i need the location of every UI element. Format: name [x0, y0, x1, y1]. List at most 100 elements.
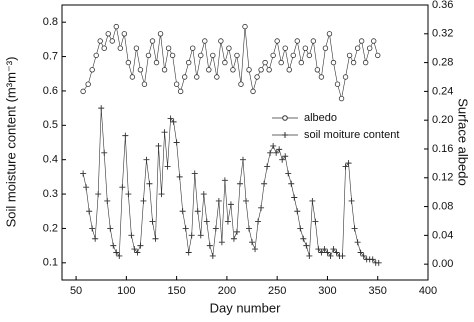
albedo-marker	[198, 52, 204, 59]
x-tick-label: 150	[167, 285, 185, 297]
y-tick-label: 0.2	[43, 222, 58, 234]
moisture-marker	[360, 252, 367, 259]
moisture-marker	[158, 191, 165, 198]
x-tick-label: 350	[369, 285, 387, 297]
moisture-marker	[170, 118, 177, 125]
albedo-marker	[306, 52, 313, 59]
albedo-marker	[210, 52, 216, 59]
moisture-marker	[333, 249, 340, 256]
albedo-marker	[342, 74, 349, 80]
moisture-marker	[246, 225, 253, 232]
albedo-marker	[350, 59, 357, 66]
y2-tick-label: 0.16	[432, 143, 453, 155]
albedo-marker	[157, 31, 164, 37]
y-tick-label: 0.1	[43, 257, 58, 269]
y-tick-label: 0.6	[43, 85, 58, 97]
albedo-marker	[145, 52, 152, 59]
x-tick-label: 50	[70, 285, 82, 297]
moisture-marker	[188, 232, 195, 239]
y-tick-label: 0.5	[43, 119, 58, 131]
albedo-marker	[250, 88, 256, 95]
albedo-marker	[294, 38, 300, 44]
moisture-marker	[125, 191, 132, 198]
moisture-marker	[270, 142, 277, 149]
moisture-marker	[258, 204, 265, 211]
albedo-marker	[181, 74, 188, 80]
moisture-marker	[203, 218, 210, 225]
albedo-marker	[375, 52, 381, 59]
albedo-marker	[137, 67, 144, 73]
albedo-marker	[322, 45, 329, 51]
y2-tick-label: 0.36	[432, 0, 453, 11]
moisture-marker	[86, 208, 93, 215]
moisture-marker	[113, 249, 120, 256]
albedo-marker	[109, 38, 115, 44]
albedo-marker	[266, 67, 272, 73]
albedo-marker	[278, 59, 284, 66]
moisture-marker	[261, 180, 268, 187]
moisture-marker	[351, 225, 358, 232]
moisture-marker	[300, 235, 307, 242]
moisture-marker	[161, 129, 168, 136]
albedo-marker	[121, 31, 128, 37]
moisture-marker	[348, 197, 355, 204]
moisture-marker	[101, 149, 108, 156]
moisture-marker	[306, 252, 313, 259]
y-axis-label: Soil moisture content (m³m⁻³)	[3, 57, 18, 228]
moisture-marker	[279, 156, 286, 163]
moisture-marker	[179, 208, 186, 215]
albedo-marker	[194, 74, 200, 80]
moisture-marker	[255, 218, 262, 225]
albedo-marker	[105, 31, 111, 37]
moisture-marker	[176, 173, 183, 180]
moisture-marker	[249, 239, 256, 246]
moisture-marker	[321, 246, 328, 253]
albedo-marker	[97, 38, 103, 44]
moisture-marker	[164, 163, 171, 170]
moisture-marker	[104, 197, 111, 204]
moisture-marker	[218, 239, 225, 246]
legend-label: soil moiture content	[304, 129, 399, 141]
moisture-marker	[83, 184, 90, 191]
moisture-marker	[309, 197, 316, 204]
albedo-marker	[202, 38, 208, 44]
moisture-marker	[267, 149, 274, 156]
x-tick-label: 200	[218, 285, 236, 297]
albedo-marker	[318, 74, 325, 80]
moisture-marker	[119, 184, 126, 191]
moisture-marker	[330, 246, 337, 253]
moisture-marker	[215, 197, 222, 204]
moisture-marker	[206, 242, 213, 249]
y2-tick-label: 0.12	[432, 172, 453, 184]
legend-marker	[282, 115, 288, 121]
moisture-marker	[369, 256, 376, 263]
moisture-marker	[303, 242, 310, 249]
moisture-marker	[143, 156, 150, 163]
x-axis-label: Day number	[210, 300, 281, 315]
moisture-marker	[185, 249, 192, 256]
moisture-marker	[318, 249, 325, 256]
moisture-marker	[200, 191, 207, 198]
plot-frame	[61, 4, 429, 281]
albedo-marker	[262, 59, 268, 66]
albedo-marker	[290, 52, 296, 59]
legend-marker	[282, 132, 288, 138]
albedo-marker	[282, 45, 288, 51]
albedo-marker	[234, 52, 240, 59]
albedo-marker	[334, 81, 341, 87]
moisture-marker	[345, 160, 352, 167]
albedo-marker	[177, 88, 184, 95]
albedo-marker	[366, 45, 373, 51]
albedo-marker	[338, 95, 345, 102]
y2-tick-label: 0.24	[432, 85, 453, 97]
moisture-marker	[285, 170, 292, 177]
moisture-marker	[276, 146, 283, 153]
albedo-marker	[85, 81, 91, 87]
x-tick-label: 250	[268, 285, 286, 297]
moisture-marker	[191, 170, 198, 177]
albedo-marker	[129, 74, 136, 80]
albedo-marker	[113, 23, 119, 30]
y-tick-label: 0.3	[43, 188, 58, 200]
albedo-marker	[169, 52, 176, 59]
albedo-marker	[310, 38, 317, 44]
